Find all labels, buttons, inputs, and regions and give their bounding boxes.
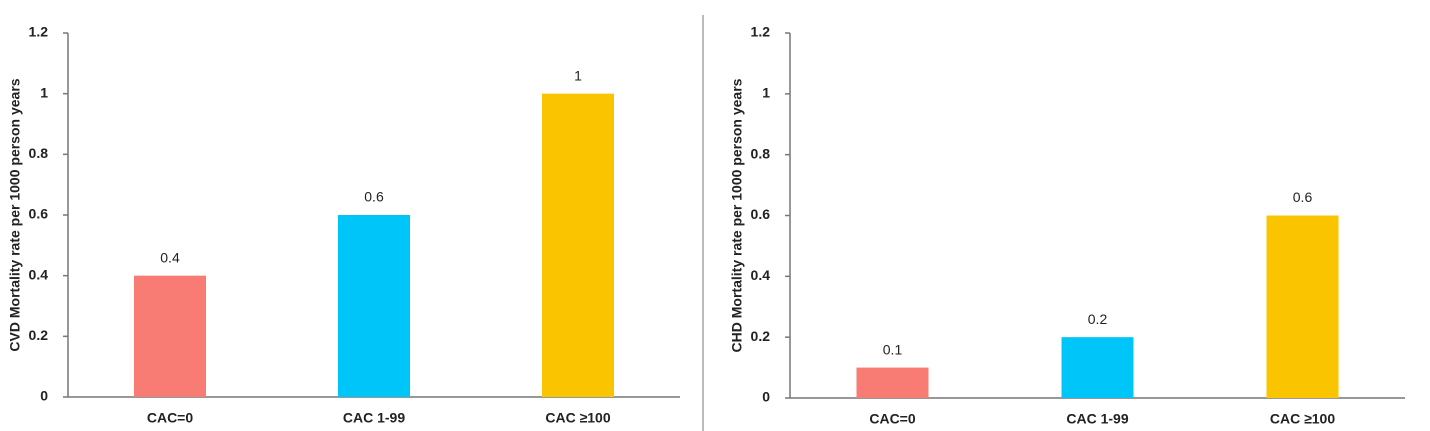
value-label: 0.1 (883, 341, 903, 357)
x-tick-label: CAC 1-99 (1066, 411, 1128, 427)
y-tick-label: 0.6 (751, 206, 771, 222)
bar (134, 275, 206, 397)
y-tick-label: 1.2 (29, 24, 49, 40)
bar (1061, 337, 1134, 398)
y-tick-label: 0.8 (751, 145, 771, 161)
value-label: 0.6 (364, 189, 384, 205)
x-tick-label: CAC ≥100 (545, 410, 610, 426)
y-tick-label: 1 (40, 84, 48, 100)
bar (338, 215, 410, 397)
x-tick-label: CAC ≥100 (1270, 411, 1335, 427)
bar (542, 93, 614, 398)
value-label: 0.6 (1293, 189, 1313, 205)
y-axis-label: CHD Mortality rate per 1000 person years (729, 78, 745, 352)
y-axis-label: CVD Mortality rate per 1000 person years (7, 78, 23, 351)
y-tick-label: 0.2 (751, 328, 771, 344)
y-tick-label: 0.4 (29, 266, 49, 282)
y-tick-label: 1.2 (751, 24, 771, 40)
value-label: 0.2 (1088, 311, 1108, 327)
bar (856, 367, 929, 398)
x-tick-label: CAC 1-99 (343, 410, 405, 426)
value-label: 0.4 (160, 249, 180, 265)
y-tick-label: 0.8 (29, 145, 49, 161)
bar (1266, 215, 1339, 398)
y-tick-label: 0 (762, 389, 770, 405)
x-tick-label: CAC=0 (147, 410, 194, 426)
y-tick-label: 1 (762, 85, 770, 101)
x-tick-label: CAC=0 (869, 411, 916, 427)
y-tick-label: 0 (40, 388, 48, 404)
y-tick-label: 0.4 (751, 267, 771, 283)
y-tick-label: 0.6 (29, 206, 49, 222)
value-label: 1 (574, 67, 582, 83)
y-tick-label: 0.2 (29, 327, 49, 343)
